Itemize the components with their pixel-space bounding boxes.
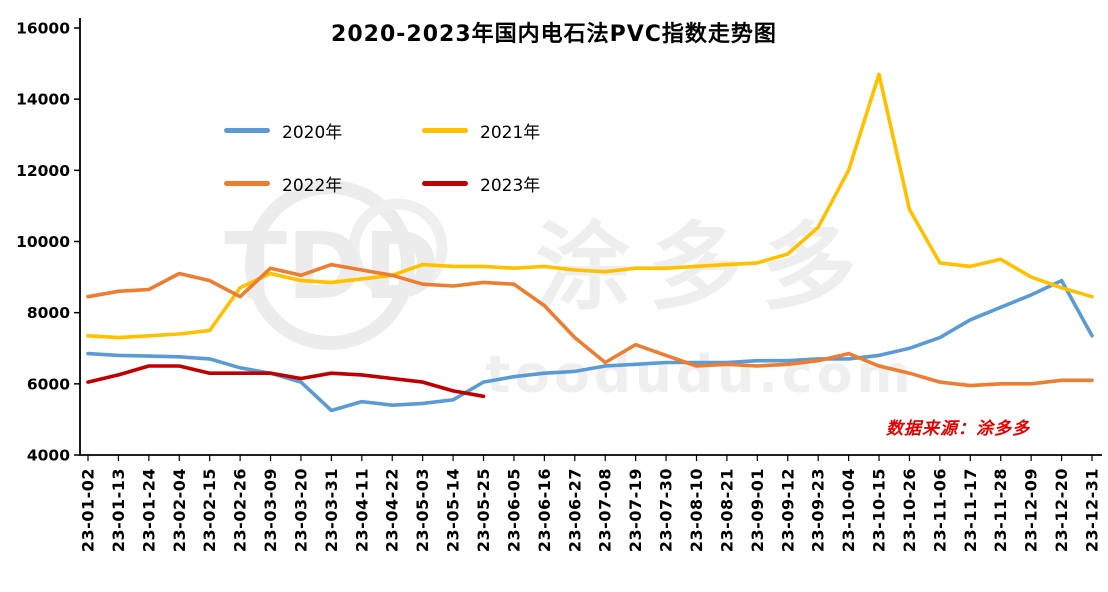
x-axis-label: 23-09-01 [748,468,767,552]
legend-label: 2020年 [282,123,343,143]
x-axis-label: 23-04-22 [383,468,402,552]
x-axis-label: 23-10-26 [900,468,919,552]
x-axis-label: 23-12-31 [1083,468,1102,552]
x-axis-label: 23-11-06 [930,468,949,552]
x-axis-label: 23-06-16 [535,468,554,552]
x-axis-label: 23-11-28 [991,468,1010,552]
legend-swatch [224,128,270,133]
x-axis-label: 23-01-13 [109,468,128,552]
x-axis-label: 23-03-31 [322,468,341,552]
watermark-logo-circle-small [348,198,448,298]
watermark-brand-text: 涂多多 [535,213,874,323]
y-axis-label: 14000 [16,91,70,109]
x-axis-label: 23-08-21 [717,468,736,552]
x-axis-label: 23-01-02 [79,468,98,552]
data-source: 数据来源：涂多多 [886,419,1030,439]
legend-swatch [422,128,468,133]
x-axis-label: 23-05-25 [474,468,493,552]
series-line-2023年 [86,364,486,399]
legend-label: 2023年 [480,176,541,196]
legend-label: 2022年 [282,176,343,196]
x-axis-label: 23-09-12 [778,468,797,552]
x-axis-label: 23-05-03 [413,468,432,552]
chart-title: 2020-2023年国内电石法PVC指数走势图 [331,22,777,47]
legend-swatch [224,181,270,186]
x-axis-label: 23-03-09 [261,468,280,552]
y-axis-label: 6000 [27,375,70,393]
y-axis-label: 8000 [27,304,70,322]
y-axis-label: 16000 [16,20,70,38]
x-axis-label: 23-01-24 [139,468,158,552]
series-line-2020年 [86,278,1094,413]
x-axis-label: 23-07-08 [596,468,615,552]
x-axis-label: 23-05-14 [444,468,463,552]
legend-item-2022年: 2022年 [224,171,422,196]
y-axis-label: 12000 [16,162,70,180]
x-axis-label: 23-07-30 [657,468,676,552]
x-axis-label: 23-03-20 [292,468,311,552]
watermark-logo-circle [245,180,415,350]
series-line-2022年 [86,262,1094,388]
x-axis-label: 23-02-15 [200,468,219,552]
legend-item-2020年: 2020年 [224,118,422,143]
legend-swatch [422,181,468,186]
x-axis-label: 23-04-11 [352,468,371,552]
x-axis-label: 23-06-27 [565,468,584,552]
x-axis-label: 23-07-19 [626,468,645,552]
legend-item-2021年: 2021年 [422,118,620,143]
x-axis-label: 23-02-26 [231,468,250,552]
legend-item-2023年: 2023年 [422,171,620,196]
y-axis-label: 10000 [16,233,70,251]
x-axis-label: 23-10-04 [839,468,858,552]
x-axis-label: 23-10-15 [870,468,889,552]
x-axis-label: 23-12-20 [1052,468,1071,552]
legend-label: 2021年 [480,123,541,143]
x-axis-label: 23-11-17 [961,468,980,552]
x-axis-label: 23-06-05 [504,468,523,552]
x-axis-label: 23-12-09 [1022,468,1041,552]
x-axis-label: 23-09-23 [809,468,828,552]
chart-legend: 2020年 2021年 2022年 2023年 [224,118,620,196]
x-axis-label: 23-02-04 [170,468,189,552]
y-axis-label: 4000 [27,447,70,465]
x-axis-label: 23-08-10 [687,468,706,552]
